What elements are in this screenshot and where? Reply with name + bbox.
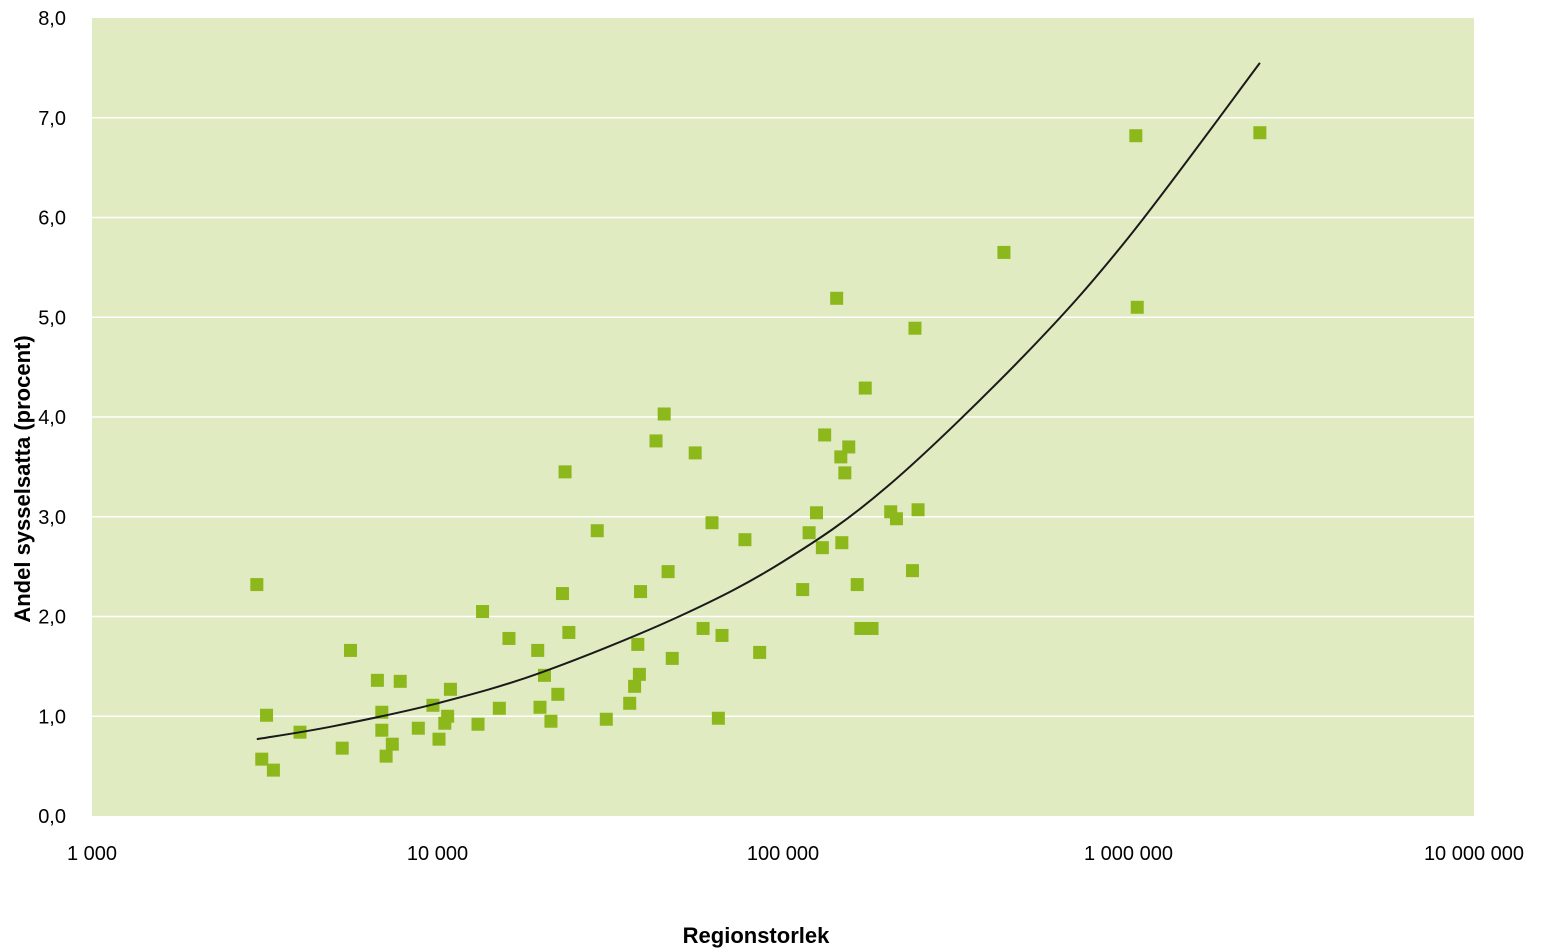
data-point (809, 506, 823, 520)
data-point (696, 621, 710, 635)
data-point (688, 446, 702, 460)
data-point (858, 381, 872, 395)
data-point (908, 321, 922, 335)
data-point (476, 605, 490, 619)
y-tick-label: 3,0 (38, 507, 66, 529)
data-point (802, 526, 816, 540)
data-point (260, 708, 274, 722)
y-tick-label: 5,0 (38, 307, 66, 329)
data-point (834, 450, 848, 464)
y-tick-label: 8,0 (38, 8, 66, 30)
trendline (256, 62, 1261, 741)
x-tick-label: 100 000 (747, 843, 819, 865)
gridlines (92, 117, 1474, 717)
x-tick-label: 10 000 (407, 843, 468, 865)
data-point (842, 440, 856, 454)
data-point (665, 651, 679, 665)
data-point (393, 674, 407, 688)
data-point (815, 541, 829, 555)
data-point (266, 763, 280, 777)
data-point (533, 700, 547, 714)
y-axis-title: Andel sysselsatta (procent) (10, 335, 35, 622)
y-tick-label: 4,0 (38, 407, 66, 429)
data-point (1130, 300, 1144, 314)
x-tick-label: 10 000 000 (1424, 843, 1524, 865)
data-point (411, 721, 425, 735)
data-point (343, 643, 357, 657)
data-point (661, 565, 675, 579)
x-axis-title: Regionstorlek (683, 923, 830, 948)
x-tick-label: 1 000 (67, 843, 117, 865)
data-point (432, 732, 446, 746)
data-point (711, 711, 725, 725)
data-point (796, 583, 810, 597)
data-point (818, 428, 832, 442)
data-point (555, 587, 569, 601)
y-tick-label: 0,0 (38, 806, 66, 828)
data-point (379, 749, 393, 763)
data-point (370, 673, 384, 687)
data-point (854, 621, 868, 635)
data-point (649, 434, 663, 448)
data-point (997, 245, 1011, 259)
y-axis-tick-labels: 0,0 1,0 2,0 3,0 4,0 5,0 6,0 7,0 8,0 (38, 8, 66, 828)
data-point (590, 524, 604, 538)
data-point (1129, 129, 1143, 143)
data-point (443, 682, 457, 696)
y-tick-label: 6,0 (38, 208, 66, 230)
data-point (631, 637, 645, 651)
data-point (738, 533, 752, 547)
data-point (911, 503, 925, 517)
data-point (835, 536, 849, 550)
data-point (551, 687, 565, 701)
data-point (492, 701, 506, 715)
data-point (628, 679, 642, 693)
data-point (715, 628, 729, 642)
data-point (558, 465, 572, 479)
y-tick-label: 2,0 (38, 607, 66, 629)
data-point (562, 625, 576, 639)
data-point (889, 512, 903, 526)
data-point (634, 585, 648, 599)
data-point (335, 741, 349, 755)
data-point (250, 578, 264, 592)
data-point (599, 712, 613, 726)
data-point (471, 717, 485, 731)
data-point (753, 645, 767, 659)
data-point (375, 723, 389, 737)
data-points (250, 126, 1267, 777)
data-point (850, 578, 864, 592)
data-point (830, 291, 844, 305)
x-tick-label: 1 000 000 (1084, 843, 1173, 865)
x-axis-tick-labels: 1 000 10 000 100 000 1 000 000 10 000 000 (67, 843, 1524, 865)
data-point (865, 621, 879, 635)
data-point (502, 631, 516, 645)
data-point (838, 466, 852, 480)
data-point (1253, 126, 1267, 140)
data-point (705, 516, 719, 530)
data-point (657, 407, 671, 421)
y-tick-label: 7,0 (38, 108, 66, 130)
data-point (905, 564, 919, 578)
y-tick-label: 1,0 (38, 706, 66, 728)
data-point (632, 667, 646, 681)
data-point (441, 709, 455, 723)
data-point (531, 643, 545, 657)
data-point (385, 737, 399, 751)
data-point (255, 752, 269, 766)
data-point (544, 714, 558, 728)
data-point (623, 696, 637, 710)
